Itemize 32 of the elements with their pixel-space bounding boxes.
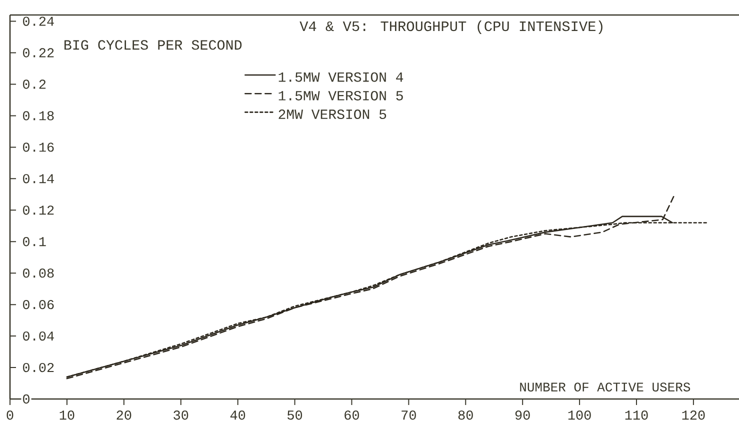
y-tick-label: 0.16 bbox=[23, 142, 54, 152]
x-tick-label: 70 bbox=[402, 410, 416, 420]
legend-label: 1.5MW VERSION 5 bbox=[278, 90, 403, 100]
x-tick-label: 60 bbox=[344, 410, 359, 420]
y-tick-label: 0.22 bbox=[23, 48, 54, 58]
y-tick-label: 0 bbox=[23, 394, 30, 404]
x-tick-label: 80 bbox=[458, 410, 473, 420]
x-tick-label: 0 bbox=[6, 410, 14, 420]
x-tick-label: 40 bbox=[230, 410, 246, 420]
legend-label: 1.5MW VERSION 4 bbox=[278, 72, 404, 82]
y-tick-label: 0.24 bbox=[23, 16, 54, 26]
y-tick-label: 0.08 bbox=[23, 268, 54, 278]
y-tick-label: 0.18 bbox=[23, 111, 54, 120]
x-tick-label: 20 bbox=[116, 410, 132, 420]
x-tick-label: 30 bbox=[174, 410, 188, 420]
y-axis-title: BIG CYCLES PER SECOND bbox=[64, 40, 242, 50]
chart-title: V4 & V5: THROUGHPUT (CPU INTENSIVE) bbox=[300, 20, 602, 34]
x-axis-title: NUMBER OF ACTIVE USERS bbox=[520, 382, 690, 392]
x-tick-label: 90 bbox=[515, 410, 530, 420]
y-tick-label: 0.06 bbox=[23, 300, 54, 310]
x-tick-label: 110 bbox=[625, 410, 648, 420]
y-tick-label: 0.04 bbox=[23, 331, 54, 341]
y-tick-label: 0.02 bbox=[23, 362, 54, 372]
y-tick-label: 0.14 bbox=[23, 174, 54, 184]
legend-label: 2MW VERSION 5 bbox=[278, 110, 386, 120]
x-tick-label: 10 bbox=[60, 410, 74, 420]
x-tick-label: 100 bbox=[568, 410, 591, 420]
x-tick-label: 50 bbox=[288, 410, 302, 420]
y-tick-label: 0.2 bbox=[23, 80, 46, 89]
y-tick-label: 0.12 bbox=[23, 206, 54, 215]
x-tick-label: 120 bbox=[682, 410, 705, 420]
y-tick-label: 0.1 bbox=[23, 237, 46, 246]
